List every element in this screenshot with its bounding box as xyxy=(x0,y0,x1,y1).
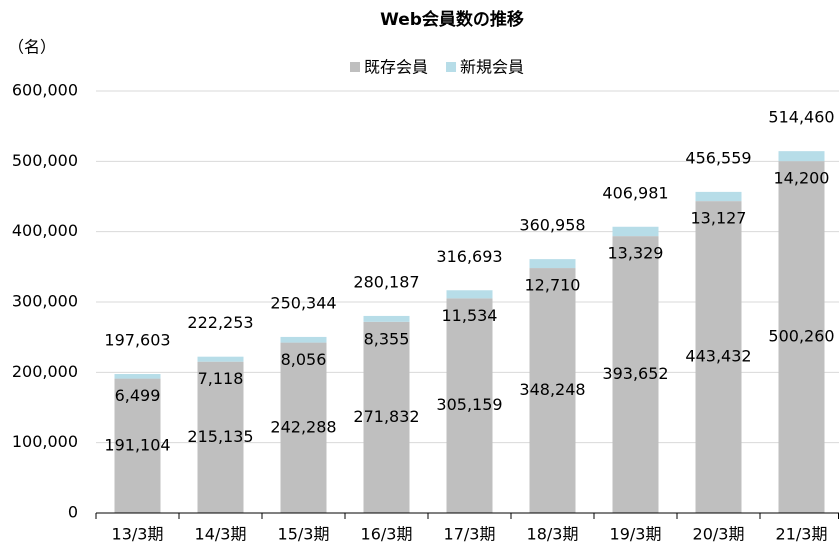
total-label: 197,603 xyxy=(104,331,170,350)
data-label: 500,260 xyxy=(768,327,834,346)
bar-segment xyxy=(529,268,576,513)
bar-segment xyxy=(529,259,576,269)
bar-segment xyxy=(363,321,410,513)
x-tick-label: 16/3期 xyxy=(361,525,413,544)
y-tick-label: 400,000 xyxy=(12,221,78,240)
bar-segment xyxy=(197,361,244,513)
x-tick-label: 21/3期 xyxy=(776,525,828,544)
bar-segment xyxy=(778,151,825,162)
data-label: 8,056 xyxy=(281,350,327,369)
y-axis-label: （名） xyxy=(8,38,56,57)
bar-segment xyxy=(114,374,161,379)
x-tick-label: 13/3期 xyxy=(112,525,164,544)
bar-segment xyxy=(114,378,161,513)
bar-segment xyxy=(446,290,493,299)
x-tick-label: 19/3期 xyxy=(610,525,662,544)
data-label: 6,499 xyxy=(115,386,161,405)
data-label: 271,832 xyxy=(353,407,419,426)
total-label: 280,187 xyxy=(353,272,419,291)
data-label: 14,200 xyxy=(774,169,830,188)
data-label: 8,355 xyxy=(364,329,410,348)
total-label: 250,344 xyxy=(270,293,336,312)
bar-segment xyxy=(446,298,493,513)
data-label: 12,710 xyxy=(525,276,581,295)
total-label: 316,693 xyxy=(436,247,502,266)
bar-segment xyxy=(695,191,742,202)
y-tick-label: 100,000 xyxy=(12,432,78,451)
legend-swatch xyxy=(446,62,457,72)
data-label: 348,248 xyxy=(519,380,585,399)
total-label: 514,460 xyxy=(768,108,834,127)
x-tick-label: 20/3期 xyxy=(693,525,745,544)
bar-segment xyxy=(612,226,659,237)
bar-segment xyxy=(363,315,410,322)
data-label: 13,329 xyxy=(608,244,664,263)
data-label: 215,135 xyxy=(187,427,253,446)
bar-segment xyxy=(695,201,742,513)
total-label: 406,981 xyxy=(602,183,668,202)
x-tick-label: 14/3期 xyxy=(195,525,247,544)
legend-label: 既存会員 xyxy=(364,58,428,77)
data-label: 7,118 xyxy=(198,369,244,388)
legend-swatch xyxy=(350,62,360,72)
data-label: 242,288 xyxy=(270,417,336,436)
y-tick-label: 200,000 xyxy=(12,362,78,381)
x-tick-label: 17/3期 xyxy=(444,525,496,544)
x-tick-label: 18/3期 xyxy=(527,525,579,544)
data-label: 305,159 xyxy=(436,395,502,414)
total-label: 222,253 xyxy=(187,313,253,332)
y-tick-label: 500,000 xyxy=(12,151,78,170)
data-label: 393,652 xyxy=(602,364,668,383)
total-label: 360,958 xyxy=(519,216,585,235)
chart-title: Web会員数の推移 xyxy=(380,9,524,30)
data-label: 443,432 xyxy=(685,347,751,366)
bar-segment xyxy=(197,356,244,362)
data-label: 13,127 xyxy=(691,209,747,228)
total-label: 456,559 xyxy=(685,148,751,167)
y-tick-label: 600,000 xyxy=(12,81,78,100)
bar-segment xyxy=(280,342,327,513)
data-label: 11,534 xyxy=(442,306,498,325)
bar-segment xyxy=(280,336,327,343)
data-label: 191,104 xyxy=(104,435,170,454)
bar-segment xyxy=(612,236,659,514)
y-tick-label: 300,000 xyxy=(12,292,78,311)
x-tick-label: 15/3期 xyxy=(278,525,330,544)
legend-label: 新規会員 xyxy=(460,58,524,77)
y-tick-label: 0 xyxy=(68,503,78,522)
bar-segment xyxy=(778,161,825,514)
